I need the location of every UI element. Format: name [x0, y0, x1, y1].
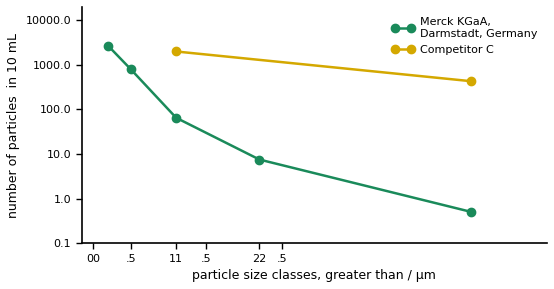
- Competitor C: [468, 79, 475, 83]
- Merck KGaA,
Darmstadt, Germany: [127, 68, 134, 71]
- Competitor C: [173, 50, 179, 53]
- Y-axis label: number of particles  in 10 mL: number of particles in 10 mL: [7, 33, 20, 218]
- Line: Competitor C: Competitor C: [172, 47, 475, 85]
- Merck KGaA,
Darmstadt, Germany: [256, 158, 263, 161]
- Legend: Merck KGaA,
Darmstadt, Germany, Competitor C: Merck KGaA, Darmstadt, Germany, Competit…: [387, 12, 541, 60]
- Merck KGaA,
Darmstadt, Germany: [105, 44, 111, 47]
- Merck KGaA,
Darmstadt, Germany: [173, 116, 179, 120]
- Merck KGaA,
Darmstadt, Germany: [468, 210, 475, 214]
- Line: Merck KGaA,
Darmstadt, Germany: Merck KGaA, Darmstadt, Germany: [104, 42, 475, 216]
- X-axis label: particle size classes, greater than / µm: particle size classes, greater than / µm: [192, 269, 436, 282]
